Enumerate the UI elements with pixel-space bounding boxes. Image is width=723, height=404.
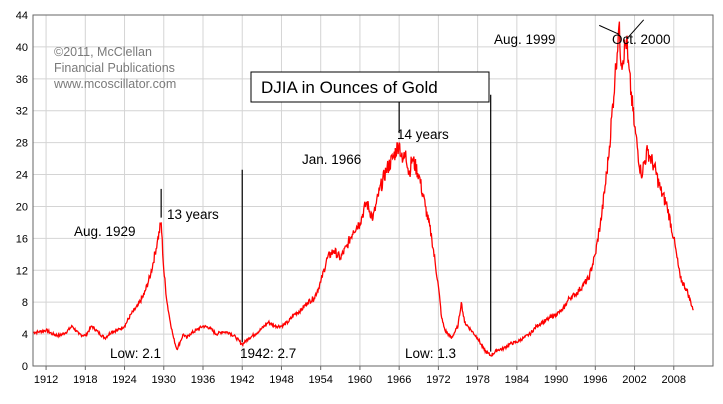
y-tick-label: 16 xyxy=(16,233,28,245)
x-tick-label: 1984 xyxy=(505,374,529,386)
x-tick-label: 1918 xyxy=(73,374,97,386)
annotation-13-years: 13 years xyxy=(167,207,219,222)
y-tick-label: 36 xyxy=(16,74,28,86)
annotation-oct-2000: Oct. 2000 xyxy=(612,32,671,47)
x-axis: 1912 1918 1924 1930 1936 1942 1948 1954 1960 1966… xyxy=(34,366,686,386)
x-tick-label: 1948 xyxy=(269,374,293,386)
x-tick-label: 1978 xyxy=(465,374,489,386)
y-tick-label: 32 xyxy=(16,106,28,118)
annotation-low-1980: Low: 1.3 xyxy=(405,346,456,361)
x-tick-label: 1996 xyxy=(583,374,607,386)
x-tick-label: 1960 xyxy=(348,374,372,386)
y-tick-label: 28 xyxy=(16,138,28,150)
title-box xyxy=(250,71,490,103)
y-axis: 0 4 8 12 16 20 24 28 32 36 40 44 xyxy=(16,10,28,373)
chart-title: DJIA in Ounces of Gold xyxy=(261,78,438,97)
annotation-low-1942: 1942: 2.7 xyxy=(240,346,296,361)
x-tick-label: 1972 xyxy=(426,374,450,386)
series-line xyxy=(33,21,694,357)
annotation-jan-1966: Jan. 1966 xyxy=(302,152,361,167)
annotation-aug-1929: Aug. 1929 xyxy=(74,224,136,239)
annotation-low-1932: Low: 2.1 xyxy=(110,346,161,361)
x-tick-label: 2008 xyxy=(662,374,686,386)
y-tick-label: 12 xyxy=(16,265,28,277)
y-tick-label: 4 xyxy=(22,329,28,341)
annotation-14-years: 14 years xyxy=(397,127,449,142)
credit-line-2: Financial Publications xyxy=(54,61,175,75)
grid xyxy=(33,15,713,366)
y-tick-label: 0 xyxy=(22,361,28,373)
x-tick-label: 1954 xyxy=(308,374,332,386)
plot-frame xyxy=(32,14,714,367)
x-tick-label: 1930 xyxy=(152,374,176,386)
y-tick-label: 40 xyxy=(16,42,28,54)
x-tick-label: 2002 xyxy=(622,374,646,386)
y-tick-label: 24 xyxy=(16,170,28,182)
credit-line-1: ©2011, McClellan xyxy=(54,45,152,59)
y-tick-label: 8 xyxy=(22,297,28,309)
y-tick-label: 20 xyxy=(16,201,28,213)
x-tick-label: 1924 xyxy=(112,374,136,386)
x-tick-label: 1990 xyxy=(544,374,568,386)
y-tick-label: 44 xyxy=(16,10,28,22)
credit-line-3: www.mcoscillator.com xyxy=(53,77,176,91)
x-tick-label: 1912 xyxy=(34,374,58,386)
x-tick-label: 1936 xyxy=(191,374,215,386)
x-tick-label: 1966 xyxy=(387,374,411,386)
pointer-aug-1999 xyxy=(599,24,620,35)
annotation-aug-1999: Aug. 1999 xyxy=(494,32,556,47)
x-tick-label: 1942 xyxy=(230,374,254,386)
pointer-oct-2000 xyxy=(626,19,645,40)
annotation-markers xyxy=(160,19,645,352)
